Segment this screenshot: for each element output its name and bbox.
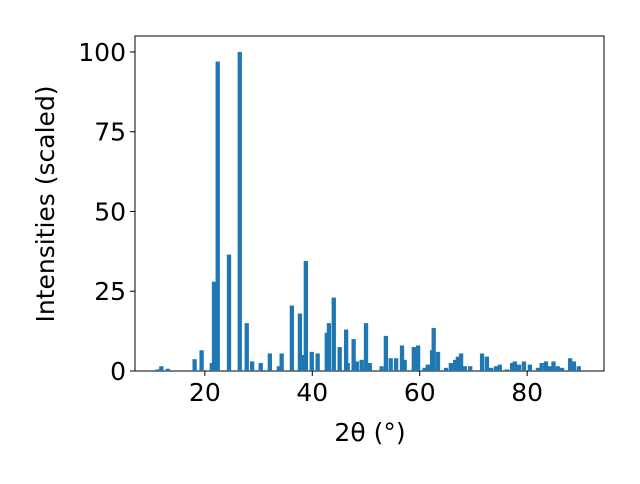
x-tick-label: 40: [296, 378, 328, 407]
bar: [448, 363, 454, 371]
bar: [315, 353, 320, 371]
bar: [351, 339, 356, 371]
bar: [165, 368, 170, 371]
y-tick-label: 100: [78, 38, 126, 67]
x-tick-label: 80: [511, 378, 543, 407]
bar: [535, 367, 541, 371]
bar: [431, 327, 436, 371]
bar: [326, 323, 332, 371]
bar: [345, 363, 350, 371]
bar: [289, 305, 295, 371]
bar: [462, 366, 468, 371]
bar: [415, 345, 421, 371]
bar: [192, 359, 197, 371]
bar: [435, 351, 441, 371]
bar: [393, 358, 399, 371]
y-tick-label: 0: [110, 357, 126, 386]
x-tick-label: 20: [189, 378, 221, 407]
bar: [215, 61, 220, 372]
bar: [539, 363, 544, 371]
bar: [367, 363, 372, 371]
bar: [443, 367, 449, 371]
bar: [453, 359, 458, 371]
x-tick-label: 60: [404, 378, 436, 407]
bar: [576, 366, 581, 371]
y-tick-label: 50: [94, 197, 126, 226]
x-axis-label: 2θ (°): [334, 418, 405, 447]
bar: [354, 361, 360, 371]
bar: [493, 366, 499, 371]
bar: [484, 356, 490, 371]
bar: [555, 366, 560, 371]
bar: [455, 356, 461, 371]
bar: [543, 361, 549, 371]
y-axis-label: Intensities (scaled): [31, 85, 60, 322]
bar: [211, 281, 217, 371]
bar: [226, 254, 232, 371]
bar: [512, 361, 517, 371]
bar: [309, 351, 314, 371]
bar: [402, 359, 407, 371]
bar: [527, 364, 533, 371]
bar: [422, 367, 427, 371]
bar: [237, 51, 242, 371]
bar: [571, 361, 577, 371]
bar: [379, 366, 384, 371]
bar: [497, 364, 502, 371]
bar: [249, 361, 255, 371]
bar: [411, 347, 416, 371]
bar: [303, 260, 308, 371]
bar: [267, 353, 272, 371]
bar: [258, 363, 263, 371]
bar: [279, 353, 284, 371]
bar: [551, 361, 556, 371]
bar: [504, 369, 509, 371]
bar: [521, 361, 527, 371]
bar: [276, 366, 282, 371]
bar: [343, 329, 349, 371]
bar: [425, 364, 430, 371]
y-tick-label: 75: [94, 118, 126, 147]
plot-frame: [134, 35, 605, 372]
bar: [199, 350, 204, 371]
bar: [359, 359, 364, 371]
bar: [331, 297, 336, 371]
bar: [159, 366, 164, 371]
bar: [479, 353, 485, 371]
bar: [155, 369, 160, 371]
bar: [458, 353, 464, 371]
bar: [568, 358, 573, 371]
bar: [388, 358, 393, 371]
bar: [468, 366, 473, 371]
bar: [383, 335, 389, 371]
bar: [244, 323, 249, 371]
bar: [516, 364, 522, 371]
bar: [399, 345, 405, 371]
bar: [547, 366, 552, 371]
bar: [363, 323, 369, 371]
bar: [337, 347, 342, 371]
bar: [489, 367, 494, 371]
bar: [509, 363, 515, 371]
bar: [297, 313, 303, 371]
bar: [559, 367, 565, 371]
y-tick-label: 25: [94, 277, 126, 306]
